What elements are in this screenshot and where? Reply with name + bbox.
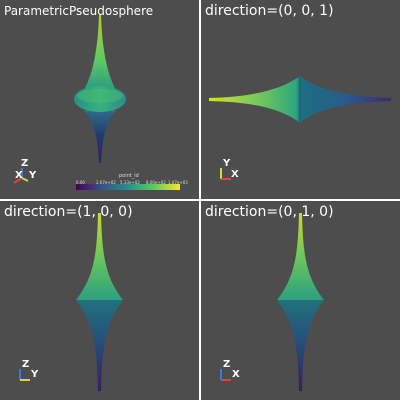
scalar-bar: [76, 184, 180, 190]
viewport-bottom-right[interactable]: direction=(0, 1, 0) Z X: [201, 201, 400, 400]
axis-label-y: Y: [222, 158, 231, 169]
scalar-bar-title: point_id: [119, 173, 139, 179]
axis-label-x: X: [232, 369, 240, 380]
viewport-bottom-left[interactable]: direction=(1, 0, 0) Z Y: [0, 201, 199, 400]
orientation-axes: Z X Y: [13, 158, 37, 184]
axis-label-z: Z: [21, 158, 28, 169]
orientation-axes: Z X: [220, 359, 240, 381]
scalar-bar-tick: 1.07e+03: [168, 180, 188, 185]
axis-label-z: Z: [223, 359, 230, 370]
axis-label-y: Y: [28, 170, 37, 181]
pseudosphere-render: Z X: [220, 213, 324, 391]
axis-label-y: Y: [30, 369, 39, 380]
pseudosphere-render: Z Y: [19, 213, 123, 391]
scalar-bar-tick: 5.33e+02: [120, 180, 140, 185]
axis-label-z: Z: [22, 359, 29, 370]
scalar-bar-tick: 2.67e+02: [96, 180, 116, 185]
orientation-axes: Z Y: [19, 359, 39, 381]
viewport-top-left[interactable]: ParametricPseudosphere: [0, 0, 199, 199]
pseudosphere-render: Z X Y: [13, 15, 180, 190]
viewport-title: ParametricPseudosphere: [4, 4, 154, 18]
pseudosphere-render: Y X: [209, 76, 391, 180]
scalar-bar-tick: 0.00: [76, 180, 85, 185]
orientation-axes: Y X: [220, 158, 239, 180]
scalar-bar-tick: 8.00e+02: [146, 180, 166, 185]
viewport-top-right[interactable]: direction=(0, 0, 1) Y X: [201, 0, 400, 199]
axis-label-x: X: [15, 170, 23, 181]
viewport-title: direction=(0, 0, 1): [205, 3, 334, 19]
axis-label-x: X: [231, 169, 239, 180]
